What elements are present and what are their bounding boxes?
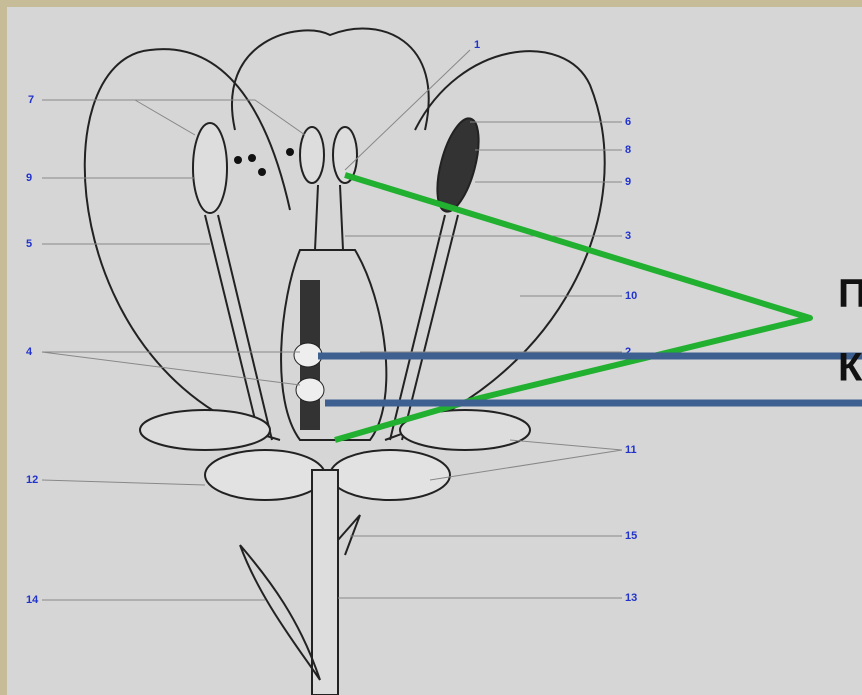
part-number: 13 [625, 592, 637, 604]
callout-text: К [838, 346, 862, 390]
part-number: 11 [625, 444, 637, 456]
stem [312, 470, 338, 695]
ovule [294, 343, 322, 367]
part-number: 3 [625, 230, 631, 242]
sepal [140, 410, 270, 450]
callout-text: П [838, 272, 862, 316]
pollen [258, 168, 266, 176]
pollen [234, 156, 242, 164]
sepal [330, 450, 450, 500]
anther [193, 123, 227, 213]
part-number: 1 [474, 39, 480, 51]
canvas [7, 7, 862, 695]
sepal [205, 450, 325, 500]
part-number: 6 [625, 116, 631, 128]
diagram: 1 7 6 8 9 9 5 3 10 2 4 11 12 15 14 13 П … [0, 0, 862, 695]
part-number: 12 [26, 474, 38, 486]
part-number: 8 [625, 144, 631, 156]
part-number: 4 [26, 346, 33, 358]
part-number: 5 [26, 238, 32, 250]
part-number: 15 [625, 530, 637, 542]
part-number: 10 [625, 290, 637, 302]
pollen [248, 154, 256, 162]
part-number: 9 [26, 172, 32, 184]
ovule [296, 378, 324, 402]
part-number: 9 [625, 176, 631, 188]
part-number: 7 [28, 94, 34, 106]
page: 1 7 6 8 9 9 5 3 10 2 4 11 12 15 14 13 П … [0, 0, 862, 695]
pollen [286, 148, 294, 156]
part-number: 14 [26, 594, 39, 606]
anther [300, 127, 324, 183]
